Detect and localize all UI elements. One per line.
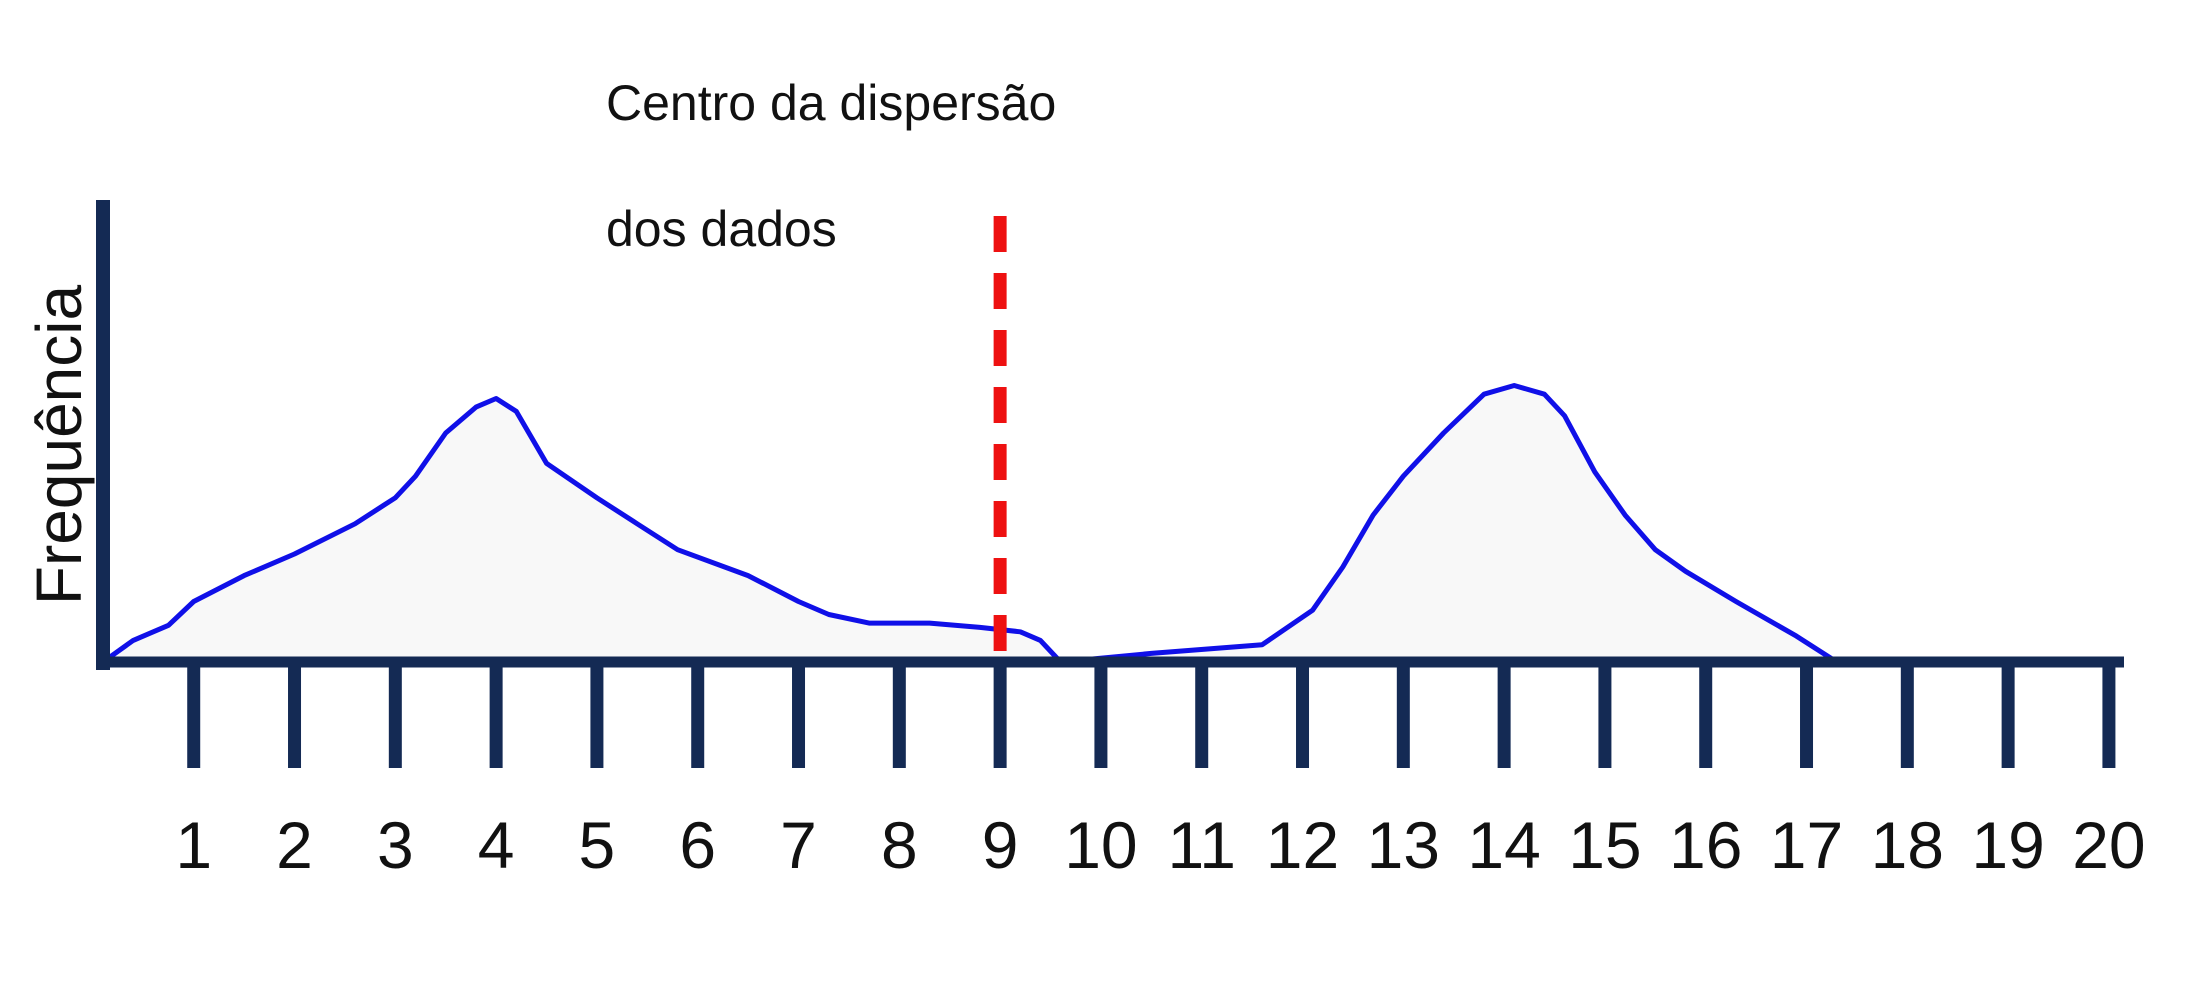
x-tick-label-13: 13 (1367, 808, 1440, 882)
x-tick-label-20: 20 (2072, 808, 2145, 882)
x-tick-label-16: 16 (1669, 808, 1742, 882)
annotation-line-2: dos dados (606, 201, 837, 257)
area-line (101, 383, 1839, 665)
x-tick-label-11: 11 (1167, 808, 1236, 882)
x-axis-ticks (187, 667, 2116, 768)
x-tick-label-19: 19 (1971, 808, 2044, 882)
annotation-line-1: Centro da dispersão (606, 75, 1056, 131)
x-tick-label-3: 3 (377, 808, 414, 882)
x-tick-label-7: 7 (780, 808, 817, 882)
x-tick-label-8: 8 (881, 808, 918, 882)
area-fill (103, 385, 1837, 662)
x-tick-label-2: 2 (276, 808, 313, 882)
x-tick-label-1: 1 (175, 808, 212, 882)
x-tick-label-17: 17 (1770, 808, 1843, 882)
area-series (101, 383, 1839, 665)
x-tick-label-18: 18 (1871, 808, 1944, 882)
x-tick-label-12: 12 (1266, 808, 1339, 882)
x-tick-label-14: 14 (1467, 808, 1540, 882)
x-axis-tick-labels: 1 2 3 4 5 6 7 8 9 10 11 12 13 14 15 16 17 18 19 20 (175, 808, 2145, 882)
x-tick-label-15: 15 (1568, 808, 1641, 882)
y-axis-label: Frequência (23, 285, 95, 606)
x-tick-label-5: 5 (579, 808, 616, 882)
x-tick-label-9: 9 (982, 808, 1019, 882)
x-tick-label-4: 4 (478, 808, 515, 882)
x-tick-label-6: 6 (679, 808, 716, 882)
x-tick-label-10: 10 (1064, 808, 1137, 882)
